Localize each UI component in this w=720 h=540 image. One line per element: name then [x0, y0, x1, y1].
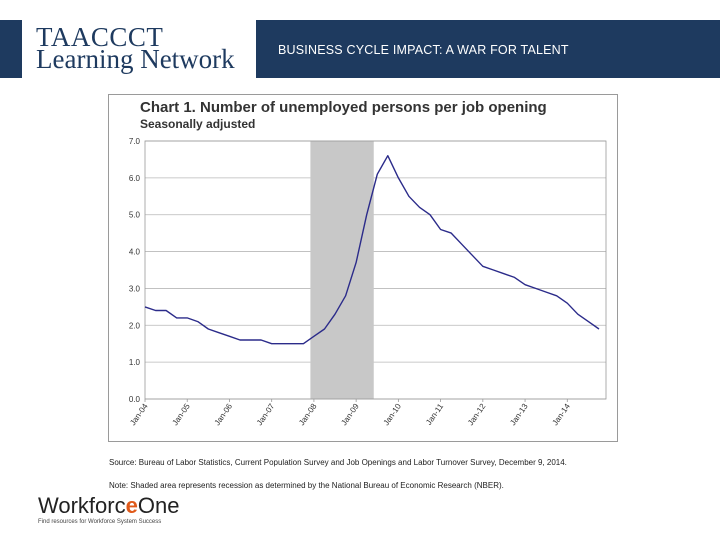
y-tick-label: 2.0 [129, 321, 141, 330]
series-line [144, 155, 600, 345]
x-tick-label: Jan-06 [213, 402, 235, 428]
x-tick-label: Jan-12 [466, 402, 488, 428]
y-tick-label: 0.0 [129, 395, 141, 404]
header-band: BUSINESS CYCLE IMPACT: A WAR FOR TALENT [256, 20, 720, 78]
recession-shading [310, 141, 374, 399]
logo-line-1: TAACCCT [36, 22, 164, 52]
slide-title: BUSINESS CYCLE IMPACT: A WAR FOR TALENT [278, 43, 569, 57]
header-left-bar [0, 20, 22, 78]
workforceone-logo: WorkforceOne Find resources for Workforc… [38, 494, 238, 530]
x-tick-label: Jan-08 [297, 402, 319, 428]
y-tick-label: 3.0 [129, 284, 141, 293]
x-tick-label: Jan-09 [339, 402, 361, 428]
logo-line-2: Learning Network [36, 44, 235, 74]
logo-text-b: e [125, 493, 138, 518]
grid-layer [145, 140, 606, 400]
y-tick-label: 6.0 [129, 174, 141, 183]
x-tick-label: Jan-10 [382, 402, 404, 428]
y-tick-label: 1.0 [129, 358, 141, 367]
recession-shading-layer [310, 141, 374, 399]
y-tick-label: 7.0 [129, 137, 141, 146]
logo-text-a: Workforc [38, 493, 126, 518]
plot-border [144, 140, 607, 400]
footer-tagline: Find resources for Workforce System Succ… [38, 519, 162, 525]
x-tick-label: Jan-07 [255, 402, 277, 428]
x-tick-label: Jan-13 [508, 402, 530, 428]
axis-layer [144, 140, 607, 402]
y-tick-label: 4.0 [129, 248, 141, 257]
source-note: Source: Bureau of Labor Statistics, Curr… [109, 458, 567, 467]
chart-subtitle: Seasonally adjusted [140, 117, 256, 131]
chart-title: Chart 1. Number of unemployed persons pe… [140, 99, 547, 116]
x-tick-label: Jan-14 [551, 402, 573, 428]
shading-note: Note: Shaded area represents recession a… [109, 481, 504, 490]
line-chart: 0.01.02.03.04.05.06.07.0 Jan-04 Jan-05 Jan… [128, 137, 607, 428]
series-layer [144, 155, 600, 345]
x-tick-label: Jan-04 [128, 402, 150, 428]
y-tick-label: 5.0 [129, 211, 141, 220]
x-tick-label: Jan-05 [170, 402, 192, 428]
x-tick-label: Jan-11 [424, 402, 445, 427]
x-tick-labels: Jan-04 Jan-05 Jan-06 Jan-07 Jan-08 Jan-09 Jan-… [128, 402, 572, 428]
taaccct-logo: TAACCCT Learning Network [36, 24, 254, 74]
y-tick-labels: 0.0 1.0 2.0 3.0 4.0 5.0 6.0 7.0 [129, 137, 141, 404]
logo-text-c: One [137, 493, 180, 518]
footer-logo-name: WorkforceOne [38, 494, 238, 518]
